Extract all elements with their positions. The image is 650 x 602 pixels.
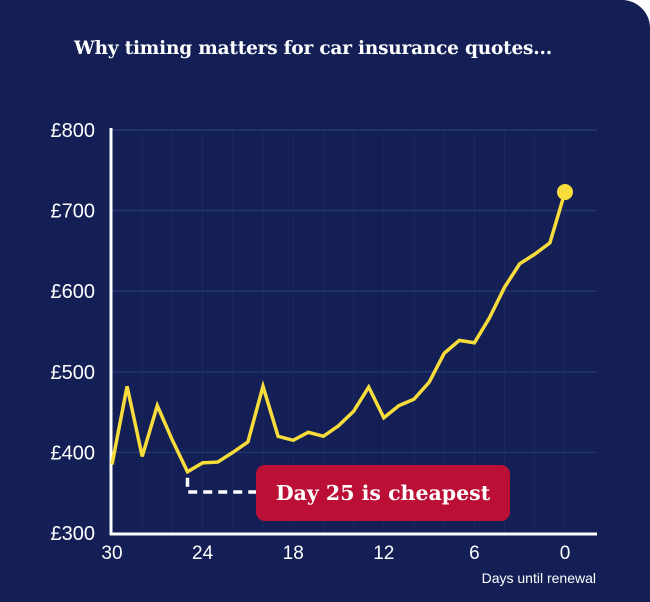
y-tick-label: £800 bbox=[51, 120, 96, 142]
price-line bbox=[110, 191, 567, 475]
end-point-marker bbox=[557, 184, 573, 201]
y-tick-label: £700 bbox=[51, 201, 96, 223]
x-tick-label: 6 bbox=[469, 543, 480, 564]
callout-leader-line bbox=[185, 477, 256, 494]
x-tick-label: 18 bbox=[283, 543, 304, 564]
cheapest-day-callout: Day 25 is cheapest bbox=[256, 465, 510, 521]
chart-title: Why timing matters for car insurance quo… bbox=[74, 38, 552, 59]
y-axis-ticks: £300 £400 £500 £600 £700 £800 bbox=[51, 120, 96, 545]
x-tick-label: 12 bbox=[373, 543, 394, 564]
x-tick-label: 0 bbox=[560, 543, 571, 564]
y-tick-label: £600 bbox=[51, 281, 96, 303]
x-tick-label: 30 bbox=[101, 543, 122, 564]
x-axis-label: Days until renewal bbox=[482, 570, 596, 586]
y-tick-label: £300 bbox=[51, 523, 96, 545]
y-tick-label: £500 bbox=[51, 362, 96, 384]
y-tick-label: £400 bbox=[51, 442, 96, 464]
x-axis-ticks: 30 24 18 12 6 0 bbox=[101, 543, 570, 564]
x-tick-label: 24 bbox=[192, 543, 214, 564]
